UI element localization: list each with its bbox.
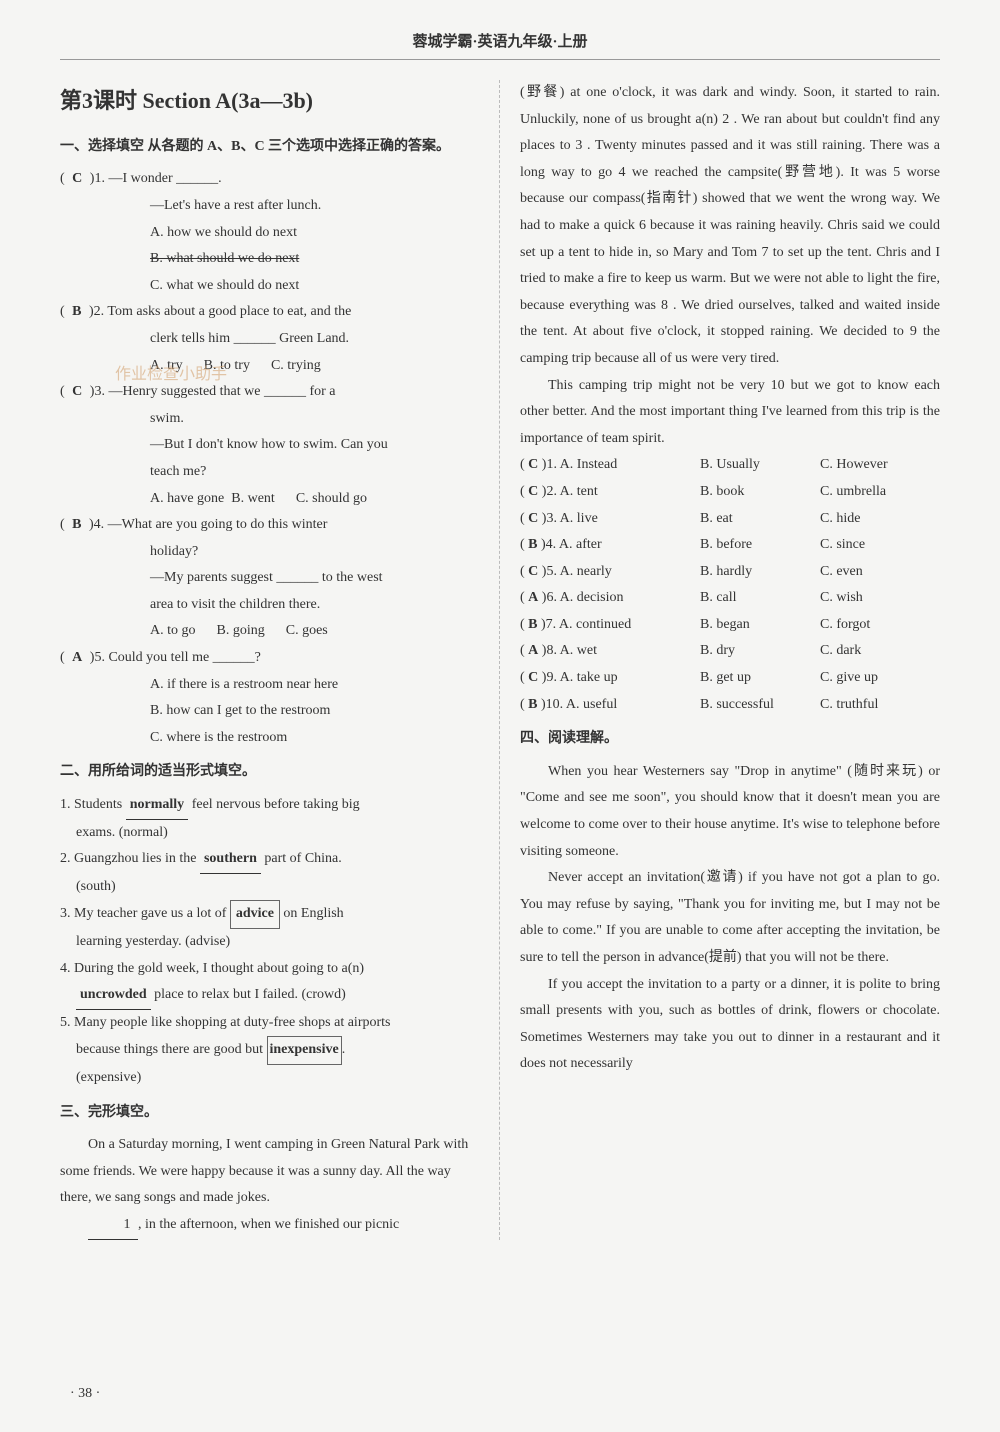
cloze-row: ( B )7. A. continuedB. beganC. forgot [520, 612, 940, 639]
fill-q3: 3. My teacher gave us a lot of advice on… [60, 900, 469, 955]
cloze-row: ( C )2. A. tentB. bookC. umbrella [520, 479, 940, 506]
page-header: 蓉城学霸·英语九年级·上册 [60, 30, 940, 60]
cloze-row: ( B )4. A. afterB. beforeC. since [520, 532, 940, 559]
cloze-p1: On a Saturday morning, I went camping in… [60, 1132, 469, 1212]
cloze-passage-1: (野餐) at one o'clock, it was dark and win… [520, 80, 940, 373]
cloze-row: ( C )9. A. take upB. get upC. give up [520, 665, 940, 692]
fill-q5: 5. Many people like shopping at duty-fre… [60, 1010, 469, 1092]
page-number: · 38 · [70, 1386, 100, 1402]
part3-heading: 三、完形填空。 [60, 1100, 469, 1127]
q3-answer: C [68, 384, 86, 399]
reading-p1: When you hear Westerners say "Drop in an… [520, 759, 940, 865]
content-wrapper: 第3课时 Section A(3a—3b) 一、选择填空 从各题的 A、B、C … [60, 80, 940, 1240]
cloze-row: ( C )5. A. nearlyB. hardlyC. even [520, 559, 940, 586]
q4: ( B )4. —What are you going to do this w… [60, 512, 469, 645]
q1: ( C )1. —I wonder ______. —Let's have a … [60, 166, 469, 299]
fill-q1: 1. Students normally feel nervous before… [60, 792, 469, 846]
cloze-options-list: ( C )1. A. InsteadB. UsuallyC. However( … [520, 452, 940, 718]
fill-q4: 4. During the gold week, I thought about… [60, 956, 469, 1010]
fill-q2: 2. Guangzhou lies in the southern part o… [60, 846, 469, 900]
cloze-row: ( C )3. A. liveB. eatC. hide [520, 506, 940, 533]
fill-ans-2: southern [200, 846, 261, 874]
cloze-row: ( B )10. A. usefulB. successfulC. truthf… [520, 692, 940, 719]
part2-heading: 二、用所给词的适当形式填空。 [60, 759, 469, 786]
right-column: (野餐) at one o'clock, it was dark and win… [499, 80, 940, 1240]
q4-answer: B [68, 517, 85, 532]
cloze-p2: 1, in the afternoon, when we finished ou… [60, 1212, 469, 1240]
q2-answer: B [68, 304, 85, 319]
left-column: 第3课时 Section A(3a—3b) 一、选择填空 从各题的 A、B、C … [60, 80, 469, 1240]
q2: ( B )2. Tom asks about a good place to e… [60, 299, 469, 379]
reading-p3: If you accept the invitation to a party … [520, 972, 940, 1078]
cloze-row: ( C )1. A. InsteadB. UsuallyC. However [520, 452, 940, 479]
cloze-row: ( A )6. A. decisionB. callC. wish [520, 585, 940, 612]
cloze-row: ( A )8. A. wetB. dryC. dark [520, 638, 940, 665]
part4-heading: 四、阅读理解。 [520, 726, 940, 753]
cloze-passage-2: This camping trip might not be very 10 b… [520, 373, 940, 453]
part1-heading: 一、选择填空 从各题的 A、B、C 三个选项中选择正确的答案。 [60, 134, 469, 161]
fill-ans-4: uncrowded [76, 982, 151, 1010]
fill-ans-3: advice [230, 900, 280, 929]
q5: ( A )5. Could you tell me ______? A. if … [60, 645, 469, 751]
q1-answer: C [68, 171, 86, 186]
q3: ( C )3. —Henry suggested that we ______ … [60, 379, 469, 512]
reading-p2: Never accept an invitation(邀请) if you ha… [520, 865, 940, 971]
section-title: 第3课时 Section A(3a—3b) [60, 80, 469, 122]
q5-answer: A [68, 650, 86, 665]
fill-ans-5: inexpensive [267, 1036, 342, 1065]
fill-ans-1: normally [126, 792, 188, 820]
